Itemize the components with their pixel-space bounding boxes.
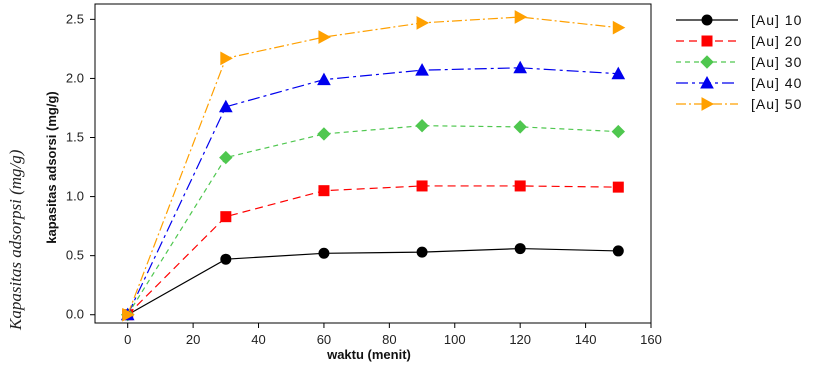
- x-tick-label: 100: [444, 332, 466, 347]
- axes: 0 20 40 60 80 100 120 140 160 0.0 0.5 1.0 1.5 2.0 2.5 w…: [44, 11, 662, 362]
- y-tick-label: 2.0: [66, 70, 84, 85]
- plot-area: [94, 3, 652, 324]
- x-tick-label: 140: [575, 332, 597, 347]
- y-axis-title: kapasitas adsorsi (mg/g): [44, 91, 59, 243]
- x-tick-label: 120: [509, 332, 531, 347]
- y-tick-label: 0.5: [66, 248, 84, 263]
- legend: [Au] 10 [Au] 20 [Au] 30 [Au] 40 [Au] 50: [676, 12, 802, 112]
- series-line: [127, 125, 619, 316]
- series-5: [122, 10, 626, 322]
- overlapping-axis-label: Kapasitas adsorpsi (mg/g): [6, 149, 25, 331]
- x-axis-title: waktu (menit): [326, 347, 411, 362]
- series-4: [120, 60, 626, 321]
- legend-label: [Au] 50: [751, 96, 802, 112]
- data-point: [514, 180, 526, 192]
- data-point: [318, 185, 330, 197]
- series-3: [120, 118, 626, 322]
- series-layer: [120, 10, 626, 322]
- data-point: [220, 51, 233, 66]
- y-tick-label: 1.0: [66, 189, 84, 204]
- data-point: [122, 307, 135, 322]
- data-point: [513, 60, 528, 74]
- data-point: [220, 211, 232, 223]
- data-point: [611, 66, 626, 80]
- x-tick-label: 60: [317, 332, 331, 347]
- legend-item: [Au] 50: [676, 96, 802, 112]
- data-point: [415, 63, 429, 76]
- data-point: [612, 181, 624, 193]
- legend-item: [Au] 10: [676, 12, 802, 28]
- data-point: [318, 30, 331, 44]
- x-tick-label: 80: [382, 332, 396, 347]
- plot-frame: [94, 3, 652, 324]
- data-point: [416, 246, 428, 258]
- legend-item: [Au] 40: [676, 75, 802, 91]
- series-line: [127, 67, 619, 315]
- legend-swatch-marker: [701, 35, 713, 47]
- x-tick-label: 160: [640, 332, 662, 347]
- data-point: [415, 118, 429, 133]
- data-point: [514, 10, 528, 24]
- data-point: [218, 99, 233, 113]
- y-tick-label: 2.5: [66, 11, 84, 26]
- data-point: [612, 20, 626, 35]
- x-tick-label: 20: [186, 332, 200, 347]
- series-2: [122, 180, 624, 321]
- legend-label: [Au] 40: [751, 75, 802, 91]
- legend-label: [Au] 20: [751, 33, 802, 49]
- y-tick-label: 1.5: [66, 130, 84, 145]
- legend-item: [Au] 30: [676, 54, 802, 70]
- legend-swatch-marker: [701, 97, 715, 111]
- x-tick-label: 40: [251, 332, 265, 347]
- data-point: [219, 150, 233, 165]
- legend-label: [Au] 30: [751, 54, 802, 70]
- series-line: [127, 185, 619, 316]
- data-point: [416, 180, 428, 192]
- data-point: [317, 127, 331, 141]
- ghost-axis-label: Kapasitas adsorpsi (mg/g): [6, 149, 25, 331]
- data-point: [317, 72, 331, 86]
- series-line: [127, 247, 619, 316]
- data-point: [513, 120, 527, 134]
- data-point: [220, 253, 232, 265]
- legend-label: [Au] 10: [751, 12, 802, 28]
- data-point: [514, 243, 526, 255]
- legend-swatch-marker: [700, 55, 714, 69]
- legend-item: [Au] 20: [676, 33, 802, 49]
- data-point: [318, 247, 330, 259]
- data-point: [416, 16, 430, 30]
- y-tick-label: 0.0: [66, 307, 84, 322]
- legend-swatch-marker: [701, 14, 713, 26]
- x-tick-label: 0: [124, 332, 131, 347]
- series-line: [127, 16, 619, 315]
- series-1: [122, 243, 624, 321]
- data-point: [611, 124, 626, 139]
- data-point: [612, 245, 624, 257]
- legend-swatch-marker: [700, 75, 714, 89]
